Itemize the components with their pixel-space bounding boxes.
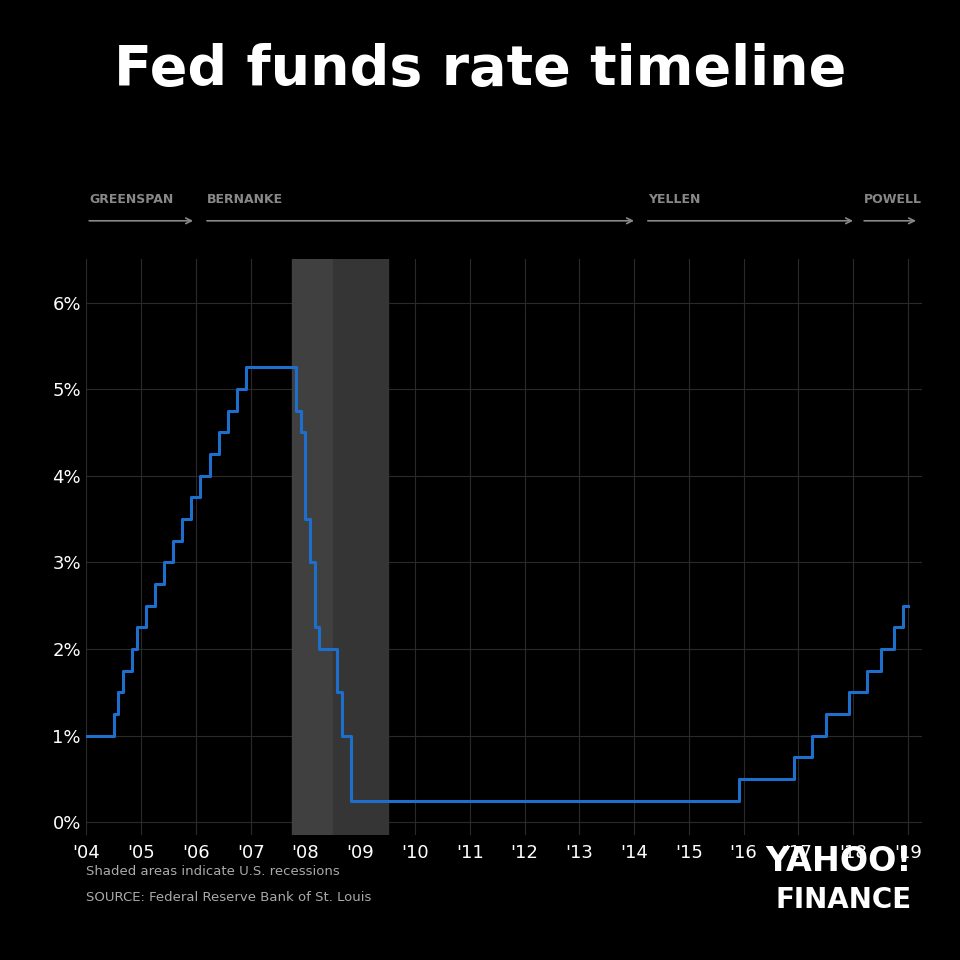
Text: GREENSPAN: GREENSPAN (89, 193, 174, 206)
Text: YAHOO!: YAHOO! (765, 846, 912, 878)
Text: Shaded areas indicate U.S. recessions: Shaded areas indicate U.S. recessions (86, 865, 340, 878)
Text: Fed funds rate timeline: Fed funds rate timeline (114, 43, 846, 97)
Bar (292, 259, 333, 835)
Text: POWELL: POWELL (864, 193, 923, 206)
Text: BERNANKE: BERNANKE (207, 193, 283, 206)
Bar (333, 259, 388, 835)
Text: SOURCE: Federal Reserve Bank of St. Louis: SOURCE: Federal Reserve Bank of St. Loui… (86, 891, 372, 904)
Text: FINANCE: FINANCE (776, 886, 912, 914)
Text: YELLEN: YELLEN (648, 193, 700, 206)
